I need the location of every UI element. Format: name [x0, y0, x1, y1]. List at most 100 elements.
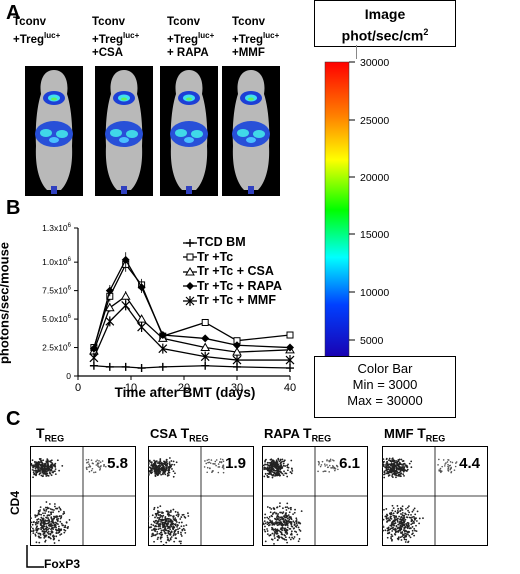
color-scale-unit: Image phot/sec/cm — [341, 6, 424, 44]
flow-title-main: T — [303, 425, 312, 441]
flow-plot-3: 6.1 — [262, 446, 368, 546]
color-scale-bar: 30000 25000 20000 15000 10000 5000 — [324, 57, 389, 358]
color-bar-tick-label: 15000 — [360, 229, 389, 241]
legend-label: Tr +Tc + MMF — [197, 293, 276, 307]
y-tick-label: 7.5x106 — [42, 286, 72, 296]
legend-marker — [183, 282, 197, 291]
color-bar-tick-label: 20000 — [360, 172, 389, 184]
data-point — [158, 362, 167, 371]
color-scale-unit-exp: 2 — [423, 27, 429, 37]
flow-plot-title-1: TREG — [36, 425, 64, 444]
flow-title-main: T — [36, 425, 45, 441]
color-bar-tick-label: 25000 — [360, 115, 389, 127]
data-point — [233, 341, 241, 350]
label-line3: + RAPA — [167, 46, 209, 59]
flow-plot-title-2: CSA TREG — [150, 425, 209, 444]
y-tick-label: 2.5x106 — [42, 343, 72, 353]
data-point — [158, 331, 167, 340]
data-point — [104, 302, 115, 312]
label-sup: luc+ — [123, 31, 140, 40]
data-point — [201, 361, 210, 370]
label-line3: +MMF — [232, 46, 265, 59]
series-line — [93, 304, 290, 361]
mouse-image-4 — [222, 66, 280, 196]
x-tick-label: 10 — [125, 382, 137, 394]
flow-title-sub: REG — [311, 433, 332, 444]
legend-label: TCD BM — [197, 235, 246, 249]
data-point — [89, 352, 99, 363]
legend-item-3: Tr +Tc + CSA — [183, 264, 282, 279]
legend-marker — [183, 238, 197, 247]
legend-item-2: Tr +Tc — [183, 250, 282, 265]
color-bar-title: Color Bar — [357, 361, 413, 376]
panel-c-xlabel: FoxP3 — [44, 557, 81, 571]
panel-b-legend: TCD BM Tr +Tc Tr +Tc + CSA Tr +Tc + RAPA Tr … — [183, 235, 282, 308]
color-bar-min: Min = 3000 — [352, 377, 418, 392]
label-sup: luc+ — [263, 31, 280, 40]
x-tick-label: 30 — [231, 382, 243, 394]
legend-marker-shape — [185, 295, 195, 306]
legend-marker-shape — [185, 266, 195, 276]
label-line2: +Treg — [167, 33, 199, 46]
legend-marker — [183, 295, 197, 306]
mouse-image-1 — [25, 66, 83, 196]
mouse-image-2 — [95, 66, 153, 196]
data-point — [285, 355, 295, 366]
data-point — [286, 364, 294, 373]
flow-plot-title-3: RAPA TREG — [264, 425, 331, 444]
data-point — [105, 362, 114, 371]
flow-title-prefix: RAPA — [264, 426, 303, 441]
label-line1: Tconv — [232, 16, 266, 28]
data-point — [137, 283, 146, 292]
flow-title-main: T — [180, 425, 190, 441]
panel-b-letter: B — [6, 197, 21, 219]
series-5 — [89, 300, 295, 366]
data-point — [137, 322, 147, 333]
flow-title-prefix: MMF — [384, 426, 418, 441]
label-line2: +Treg — [13, 33, 45, 46]
panel-b-chart: 0 2.5x106 5.0x106 7.5x106 1.0x106 1.3x106 0 10 2… — [42, 223, 296, 394]
mouse-image-label-4: Tconv +Tregluc+ +MMF — [232, 16, 279, 60]
panel-c-ylabel-wrap: CD4 — [4, 473, 26, 533]
legend-marker-shape — [186, 282, 194, 291]
legend-marker — [183, 253, 197, 261]
data-point — [121, 300, 131, 311]
legend-marker — [183, 266, 197, 276]
label-line3: +CSA — [92, 46, 123, 59]
color-bar-tick-label: 30000 — [360, 57, 389, 69]
color-scale-header: Image phot/sec/cm2 — [314, 0, 456, 47]
flow-plot-1: 5.8 — [30, 446, 136, 546]
panel-c-letter: C — [6, 408, 21, 430]
label-line2: +Treg — [92, 33, 124, 46]
legend-label: Tr +Tc + CSA — [197, 264, 274, 278]
legend-label: Tr +Tc — [197, 249, 234, 264]
data-point — [286, 331, 294, 339]
label-sup: luc+ — [44, 31, 61, 40]
mouse-image-label-3: Tconv +Tregluc+ + RAPA — [167, 16, 214, 60]
series-line — [93, 295, 291, 353]
y-tick-label: 0 — [66, 371, 71, 381]
treg-percentage: 1.9 — [225, 455, 246, 472]
x-tick-label: 0 — [75, 382, 81, 394]
y-tick-label: 1.0x106 — [42, 257, 72, 267]
legend-label: Tr +Tc + RAPA — [197, 278, 282, 293]
data-point — [89, 361, 98, 370]
legend-marker-shape — [186, 238, 194, 247]
mouse-image-label-2: Tconv +Tregluc+ +CSA — [92, 16, 139, 60]
color-scale-footer: Color Bar Min = 3000 Max = 30000 — [314, 356, 456, 418]
treg-percentage: 5.8 — [107, 455, 128, 472]
panel-a-letter: A — [6, 2, 21, 24]
legend-item-4: Tr +Tc + RAPA — [183, 279, 282, 294]
panel-c-ylabel: CD4 — [8, 490, 22, 516]
color-bar-max: Max = 30000 — [347, 393, 423, 408]
flow-plot-2: 1.9 — [148, 446, 254, 546]
data-point — [286, 343, 294, 352]
series-4 — [89, 252, 294, 353]
flow-title-sub: REG — [189, 433, 209, 444]
data-point — [232, 355, 242, 366]
y-tick-label: 1.3x106 — [42, 223, 72, 233]
series-1 — [89, 361, 294, 373]
data-point — [120, 291, 131, 300]
data-point — [158, 343, 168, 354]
data-point — [89, 344, 98, 353]
